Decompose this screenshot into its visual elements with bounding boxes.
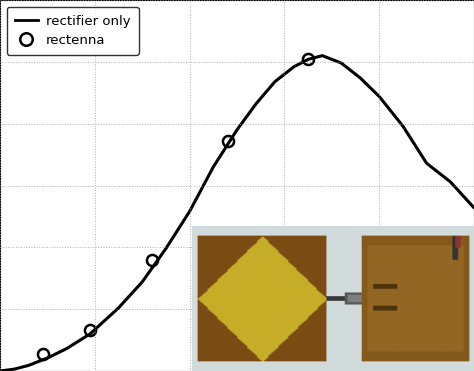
Legend: rectifier only, rectenna: rectifier only, rectenna [7,7,139,55]
